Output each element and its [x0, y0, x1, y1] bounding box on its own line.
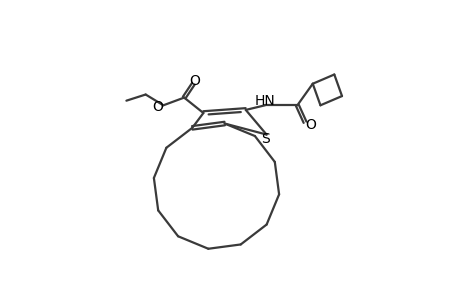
Text: S: S [260, 132, 269, 146]
Text: O: O [304, 118, 315, 132]
Text: HN: HN [254, 94, 275, 108]
Text: O: O [189, 74, 200, 88]
Text: O: O [151, 100, 162, 114]
